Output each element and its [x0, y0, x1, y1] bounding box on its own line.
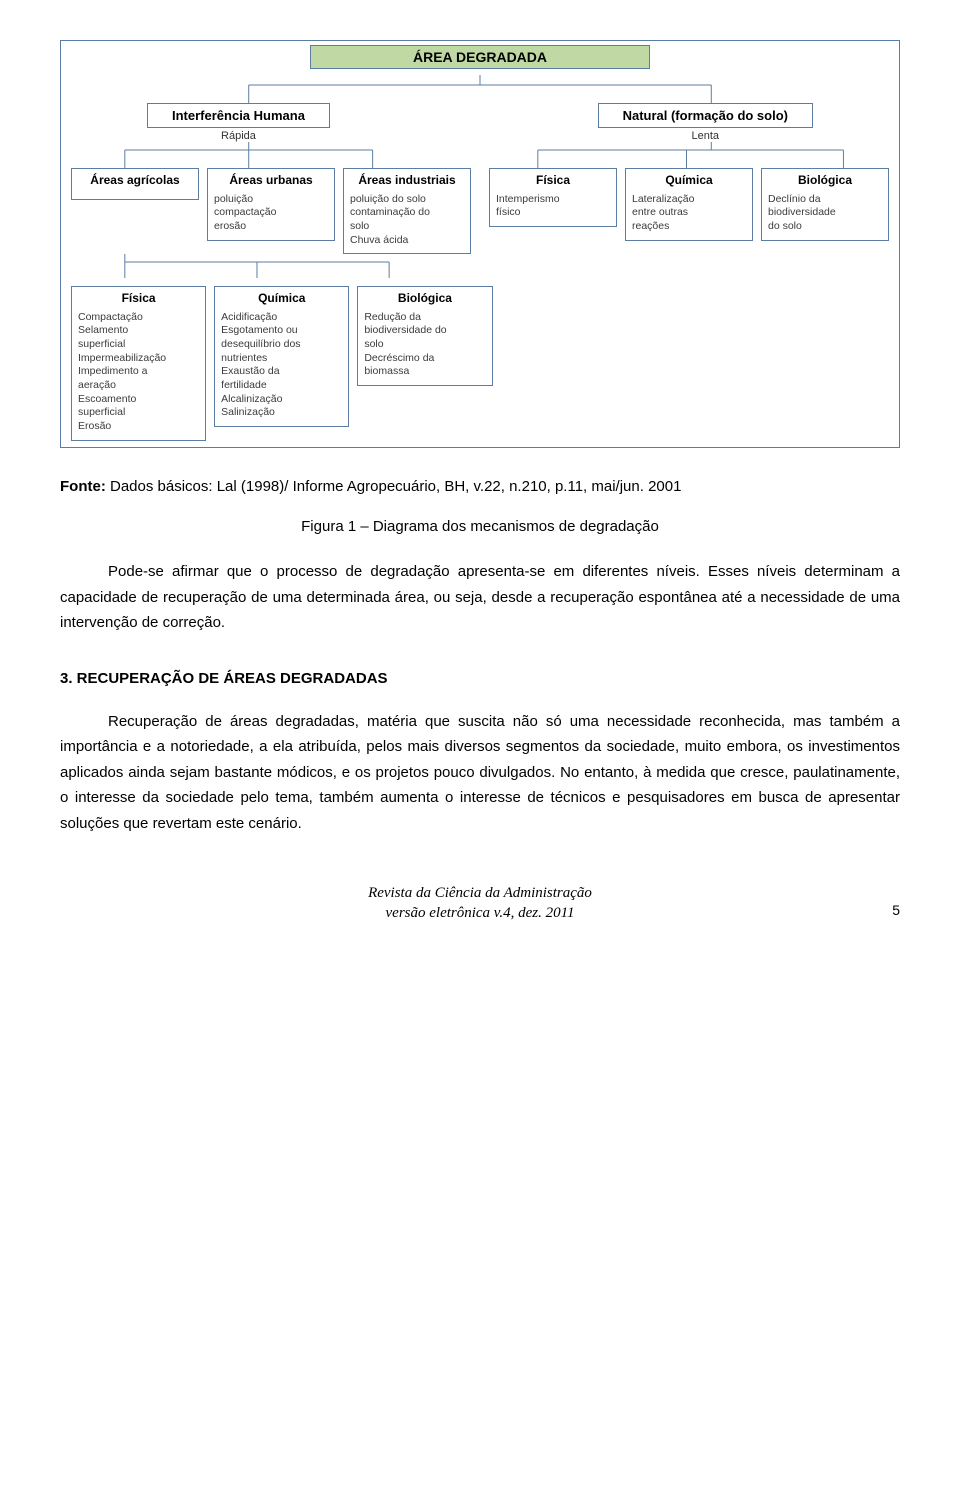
caption-label: Fonte:: [60, 478, 106, 495]
leaf-fisica-bottom: Física Compactação Selamento superficial…: [71, 286, 206, 440]
figure-caption: Fonte: Dados básicos: Lal (1998)/ Inform…: [60, 476, 900, 499]
leaf-biologica-bottom: Biológica Redução da biodiversidade do s…: [357, 286, 492, 386]
leaf-body: Compactação Selamento superficial Imperm…: [78, 311, 199, 434]
leaf-areas-agricolas: Áreas agrícolas: [71, 168, 199, 200]
paragraph-2: Recuperação de áreas degradadas, matéria…: [60, 709, 900, 837]
bottom-leaves-row: Física Compactação Selamento superficial…: [67, 286, 497, 440]
leaf-biologica-natural: Biológica Declínio da biodiversidade do …: [761, 168, 889, 241]
human-leaves-row: Áreas agrícolas Áreas urbanas poluição c…: [67, 168, 475, 254]
natural-leaves-row: Física Intemperismo físico Química Later…: [485, 168, 893, 241]
node-interferencia-humana: Interferência Humana: [147, 103, 330, 128]
section-heading: 3. RECUPERAÇÃO DE ÁREAS DEGRADADAS: [60, 670, 900, 687]
leaf-title: Áreas industriais: [350, 173, 464, 189]
leaf-body: Lateralização entre outras reações: [632, 193, 746, 234]
leaf-body: poluição do solo contaminação do solo Ch…: [350, 193, 464, 248]
root-node: ÁREA DEGRADADA: [310, 45, 650, 69]
caption-text: Dados básicos: Lal (1998)/ Informe Agrop…: [106, 478, 682, 495]
footer-journal: Revista da Ciência da Administração: [60, 884, 900, 904]
leaf-fisica-natural: Física Intemperismo físico: [489, 168, 617, 227]
leaf-quimica-natural: Química Lateralização entre outras reaçõ…: [625, 168, 753, 241]
leaf-quimica-bottom: Química Acidificação Esgotamento ou dese…: [214, 286, 349, 427]
level2-row: Interferência Humana Rápida Natural (for…: [67, 103, 893, 142]
leaf-title: Física: [496, 173, 610, 189]
node-natural: Natural (formação do solo): [598, 103, 813, 128]
leaf-areas-industriais: Áreas industriais poluição do solo conta…: [343, 168, 471, 254]
diagram-container: ÁREA DEGRADADA Interferência Humana Rápi…: [60, 40, 900, 448]
footer-issue: versão eletrônica v.4, dez. 2011: [60, 904, 900, 924]
leaf-title: Biológica: [364, 291, 485, 307]
leaf-body: Acidificação Esgotamento ou desequilíbri…: [221, 311, 342, 420]
leaf-title: Química: [632, 173, 746, 189]
leaf-body: poluição compactação erosão: [214, 193, 328, 234]
connector-root: [67, 75, 893, 103]
leaf-title: Biológica: [768, 173, 882, 189]
connector-bottom: [67, 254, 480, 278]
leaf-body: Declínio da biodiversidade do solo: [768, 193, 882, 234]
leaf-title: Química: [221, 291, 342, 307]
sub-lenta: Lenta: [598, 130, 813, 142]
leaf-title: Áreas agrícolas: [78, 173, 192, 189]
page-number: 5: [892, 901, 900, 919]
leaf-title: Física: [78, 291, 199, 307]
leaf-areas-urbanas: Áreas urbanas poluição compactação erosã…: [207, 168, 335, 241]
leaf-title: Áreas urbanas: [214, 173, 328, 189]
leaf-body: Redução da biodiversidade do solo Decrés…: [364, 311, 485, 379]
paragraph-1: Pode-se afirmar que o processo de degrad…: [60, 559, 900, 636]
leaf-body: Intemperismo físico: [496, 193, 610, 220]
figure-title: Figura 1 – Diagrama dos mecanismos de de…: [60, 518, 900, 535]
connector-level2: [67, 142, 893, 168]
page-footer: Revista da Ciência da Administração vers…: [60, 884, 900, 923]
sub-rapida: Rápida: [147, 130, 330, 142]
